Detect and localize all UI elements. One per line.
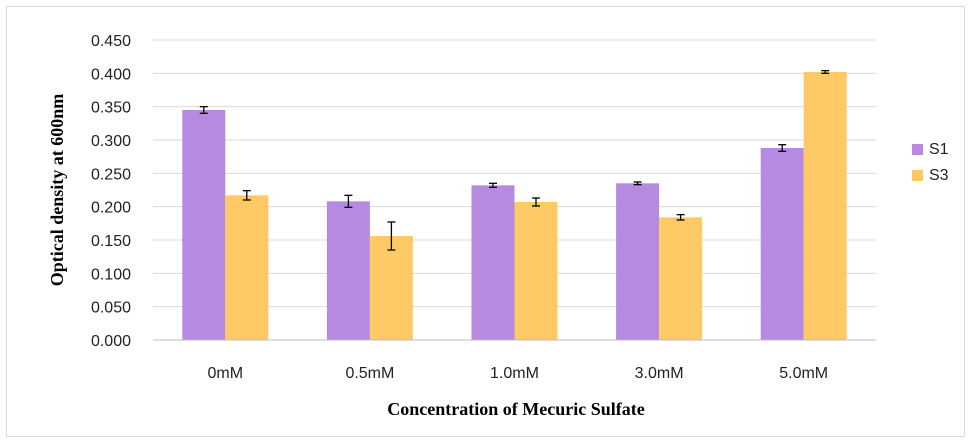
bars — [182, 72, 847, 340]
error-bars — [199, 70, 830, 251]
error-bar — [633, 181, 642, 186]
y-axis-title: Optical density at 600nm — [47, 94, 67, 287]
bar-s1 — [471, 185, 515, 340]
error-bar — [489, 182, 497, 188]
y-tick-label: 0.100 — [91, 266, 131, 283]
legend: S1 S3 — [912, 141, 949, 184]
error-bar — [676, 214, 685, 221]
x-tick-label: 0mM — [208, 365, 244, 382]
bar-s1 — [182, 110, 226, 340]
y-tick-labels: 0.000 0.050 0.100 0.150 0.200 0.250 0.300 0.350… — [91, 33, 131, 350]
x-tick-label: 3.0mM — [635, 365, 684, 382]
bar-s1 — [616, 183, 660, 340]
y-tick-label: 0.450 — [91, 33, 131, 50]
error-bar — [778, 144, 787, 152]
y-tick-label: 0.050 — [91, 300, 131, 317]
x-axis-title: Concentration of Mecuric Sulfate — [387, 399, 644, 419]
y-tick-label: 0.400 — [91, 66, 131, 83]
legend-swatch-s1 — [912, 144, 923, 155]
gridlines — [153, 39, 876, 308]
error-bar — [242, 190, 251, 201]
legend-swatch-s3 — [912, 170, 923, 181]
bar-s3 — [803, 72, 847, 340]
error-bar — [344, 194, 353, 208]
x-tick-label: 0.5mM — [345, 365, 394, 382]
error-bar — [387, 221, 396, 251]
y-tick-label: 0.150 — [91, 233, 131, 250]
bar-s1 — [760, 148, 804, 340]
legend-label-s1: S1 — [929, 141, 949, 158]
bar-s3 — [659, 217, 703, 340]
x-tick-labels: 0mM 0.5mM 1.0mM 3.0mM 5.0mM — [208, 365, 829, 382]
y-tick-label: 0.200 — [91, 200, 131, 217]
x-tick-label: 5.0mM — [779, 365, 828, 382]
bar-s3 — [369, 236, 413, 340]
legend-label-s3: S3 — [929, 167, 949, 184]
bar-s1 — [326, 201, 370, 340]
bar-s3 — [225, 195, 269, 340]
error-bar — [821, 70, 830, 74]
x-tick-label: 1.0mM — [490, 365, 539, 382]
y-tick-label: 0.300 — [91, 133, 131, 150]
bar-s3 — [514, 202, 558, 340]
y-tick-label: 0.250 — [91, 166, 131, 183]
y-tick-label: 0.000 — [91, 333, 131, 350]
error-bar — [199, 106, 208, 114]
error-bar — [532, 197, 540, 207]
y-tick-label: 0.350 — [91, 100, 131, 117]
